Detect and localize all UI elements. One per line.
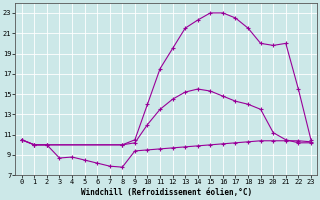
X-axis label: Windchill (Refroidissement éolien,°C): Windchill (Refroidissement éolien,°C) — [81, 188, 252, 197]
